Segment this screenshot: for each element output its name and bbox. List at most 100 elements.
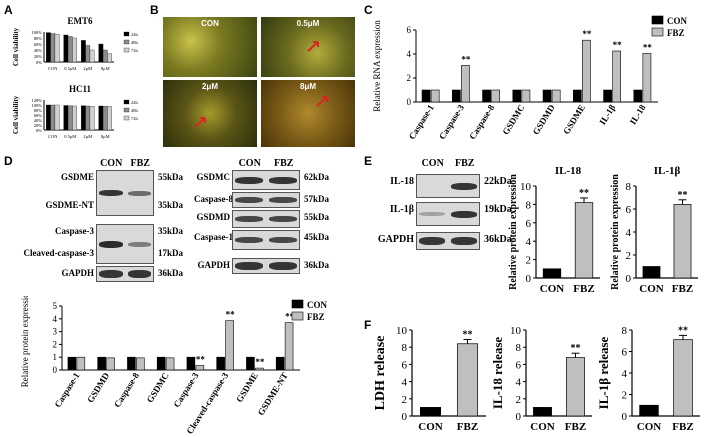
bar-con-2 <box>482 89 491 103</box>
blot-band <box>98 270 124 278</box>
bar-con-7 <box>275 356 285 371</box>
x-category-label: Caspase-3 <box>171 370 200 409</box>
bar-fbz-1 <box>106 357 115 371</box>
panel-a-emt6-chart: EMT6 100%80%60%40%20%0% Cell viability CON 0… <box>12 16 139 71</box>
bar-24h-1 <box>63 105 69 131</box>
bar-fbz-0 <box>430 89 440 103</box>
blot-size-label: 17kDa <box>158 248 184 258</box>
legend-swatch-con <box>291 299 304 309</box>
bar-48h-1 <box>67 36 73 63</box>
legend-label: 24h <box>131 32 139 37</box>
bar-fbz <box>456 343 479 417</box>
panel-f-il18-release-chart: 0 2 4 6 8 10 IL-18 release CON ** FBZ <box>490 325 592 433</box>
y-tick-label: 6 <box>622 347 628 359</box>
blot-band <box>235 197 263 203</box>
bar-24h-2 <box>81 105 86 131</box>
bar-48h-2 <box>85 105 91 131</box>
y-axis-title: LDH release <box>373 336 388 411</box>
blot-membrane <box>232 230 300 250</box>
blot-band <box>127 190 152 196</box>
bar-con <box>419 407 442 417</box>
y-tick-label: 2 <box>622 390 628 402</box>
bar-48h-2 <box>85 45 91 63</box>
y-tick-label: 0% <box>36 128 42 133</box>
y-tick-label: 2 <box>626 250 632 262</box>
significance-mark: ** <box>678 190 688 201</box>
legend-label: 72h <box>131 116 139 121</box>
bar-con-0 <box>67 356 77 371</box>
x-category-label: 0.5μM <box>64 66 76 71</box>
blot-membrane <box>416 174 480 198</box>
panel-label-b: B <box>150 3 159 17</box>
y-tick-label: 8 <box>516 342 522 354</box>
bar-72h-3 <box>107 106 112 131</box>
significance-mark: ** <box>285 312 295 322</box>
blot-lane-label: CON <box>238 158 261 169</box>
bar-con-0 <box>421 89 431 103</box>
y-tick-label: 2 <box>53 339 58 349</box>
chart-title: IL-1β <box>654 165 681 177</box>
y-tick-label: 10 <box>520 181 532 193</box>
y-tick-label: 120% <box>32 98 43 103</box>
blot-protein-label: Caspase-1 <box>194 232 234 242</box>
blot-band <box>269 216 297 222</box>
y-tick-label: 10 <box>510 325 522 337</box>
bar-72h-2 <box>89 106 95 131</box>
x-category-label: GSDMD <box>85 370 111 404</box>
panel-label-d: D <box>4 154 13 168</box>
bar-con-4 <box>186 356 196 371</box>
x-category-label: 0.5μM <box>64 134 76 139</box>
bar-48h-1 <box>67 105 73 131</box>
blot-lane-label: FBZ <box>273 158 294 169</box>
blot-size-label: 36kDa <box>484 234 512 245</box>
bar-fbz-3 <box>165 357 175 371</box>
bar-fbz-7 <box>284 322 294 371</box>
y-tick-label: 20% <box>34 123 43 128</box>
blot-header: CON FBZ <box>96 158 154 169</box>
y-axis-title: Cell viability <box>12 27 20 66</box>
blot-protein-label: GSDME <box>60 172 94 182</box>
bar-fbz-7 <box>642 53 652 103</box>
red-arrow-icon <box>307 41 319 52</box>
blot-band <box>269 237 297 243</box>
bar-con-1 <box>97 356 106 371</box>
bar-con <box>533 407 552 417</box>
x-category-label: CON <box>418 421 443 433</box>
blot-size-label: 55kDa <box>304 212 330 222</box>
x-category-label: CON <box>639 283 664 295</box>
legend-label-con: CON <box>667 16 688 26</box>
legend-swatch-fbz <box>291 311 304 321</box>
legend-label: 24h <box>131 100 139 105</box>
panel-f-ldh-chart: 0 2 4 6 8 10 LDH release CON ** FBZ <box>373 325 486 433</box>
y-tick-label: 4 <box>402 377 408 389</box>
blot-size-label: 19kDa <box>484 204 512 215</box>
x-category-label: FBZ <box>672 421 693 433</box>
chart-title: EMT6 <box>67 16 93 26</box>
panel-label-e: E <box>364 154 373 168</box>
y-axis-title: Cell viability <box>12 95 20 134</box>
x-category-label: GSDME-NT <box>256 371 290 417</box>
y-axis-title: Relative protein expression <box>610 174 621 290</box>
y-tick-label: 5 <box>53 301 58 311</box>
chart-title: HC11 <box>69 84 92 94</box>
blot-protein-label: GSDMC <box>196 172 231 182</box>
bar-fbz-5 <box>225 320 234 371</box>
blot-protein-label: GAPDH <box>377 234 414 245</box>
red-arrow-icon <box>316 96 328 107</box>
x-category-label: CON <box>48 134 58 139</box>
y-tick-label: 2 <box>402 394 408 406</box>
legend-label-fbz: FBZ <box>307 312 325 322</box>
bar-con-2 <box>127 356 136 371</box>
y-axis-title: Relative protein expression <box>508 174 519 290</box>
legend-label-con: CON <box>307 300 328 310</box>
x-category-label: IL-1β <box>597 103 617 127</box>
red-arrow-icon <box>194 117 206 128</box>
bar-fbz-6 <box>255 367 264 371</box>
bar-72h-2 <box>89 49 95 63</box>
y-tick-label: 40% <box>34 118 43 123</box>
legend-swatch <box>123 115 130 121</box>
x-category-label: FBZ <box>457 421 478 433</box>
bar-48h-0 <box>50 33 56 63</box>
legend-label: 72h <box>131 48 139 53</box>
blot-membrane <box>416 232 480 250</box>
